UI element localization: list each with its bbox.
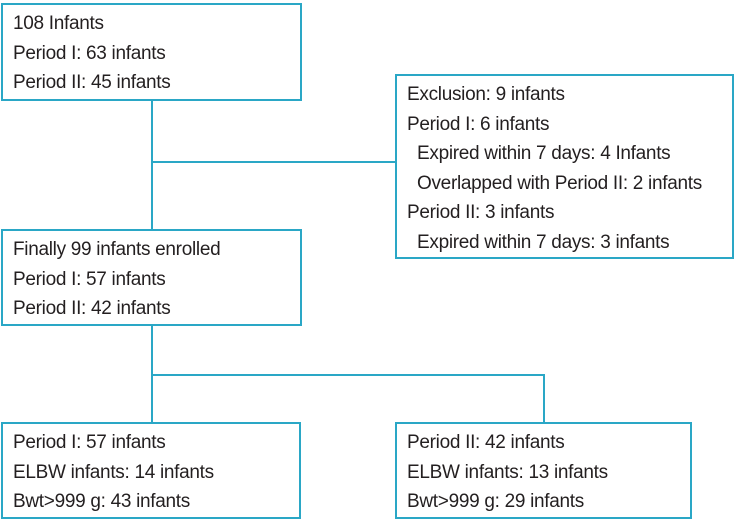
box-line: Period II: 42 infants <box>13 298 171 319</box>
box-line: Bwt>999 g: 43 infants <box>13 491 190 512</box>
box-line: Period I: 57 infants <box>13 268 166 290</box>
box-line: ELBW infants: 14 infants <box>13 461 214 483</box>
box-line: Bwt>999 g: 29 infants <box>407 491 584 512</box>
box-line: Expired within 7 days: 3 infants <box>417 231 670 253</box>
box-line: Overlapped with Period II: 2 infants <box>417 172 702 194</box>
connector-top-to-enrolled <box>151 101 153 229</box>
box-line: Finally 99 infants enrolled <box>13 239 221 260</box>
box-line: Expired within 7 days: 4 Infants <box>417 143 671 164</box>
box-line: Period II: 45 infants <box>13 72 171 93</box>
box-line: Period II: 3 infants <box>407 202 555 223</box>
box-line: Period I: 63 infants <box>13 42 166 64</box>
box-line: Period I: 6 infants <box>407 113 550 135</box>
box-line: Period II: 42 infants <box>407 432 565 453</box>
box-enrolled: Finally 99 infants enrolled Period I: 57… <box>1 229 302 326</box>
box-line: ELBW infants: 13 infants <box>407 461 608 483</box>
box-exclusion: Exclusion: 9 infants Period I: 6 infants… <box>395 74 734 259</box>
connector-to-exclusion <box>151 161 395 163</box>
box-line: 108 Infants <box>13 13 104 34</box>
box-line: Period I: 57 infants <box>13 432 166 453</box>
connector-split-horizontal <box>151 374 545 376</box>
connector-to-period2 <box>543 374 545 422</box>
box-total-infants: 108 Infants Period I: 63 infants Period … <box>1 3 302 101</box>
box-line: Exclusion: 9 infants <box>407 84 565 105</box>
box-period-1: Period I: 57 infants ELBW infants: 14 in… <box>1 422 301 519</box>
box-period-2: Period II: 42 infants ELBW infants: 13 i… <box>395 422 692 519</box>
